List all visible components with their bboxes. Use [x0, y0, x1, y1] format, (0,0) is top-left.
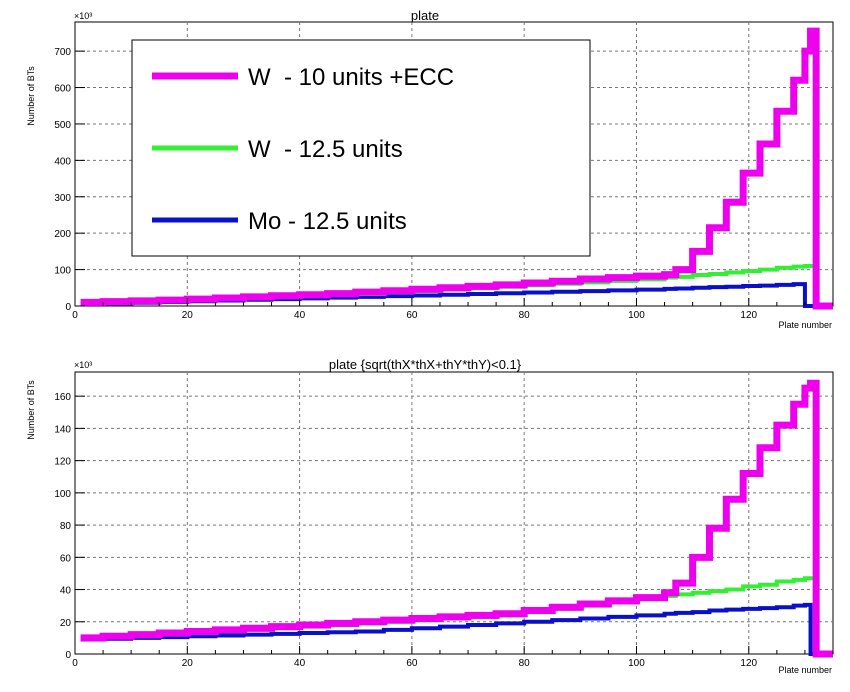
x-tick-label: 100: [628, 310, 645, 321]
y-tick-label: 160: [54, 392, 71, 403]
y-tick-label: 140: [54, 424, 71, 435]
x-tick-label: 120: [740, 310, 757, 321]
x-tick-label: 80: [519, 310, 531, 321]
x-tick-label: 0: [72, 658, 78, 669]
x-tick-label: 20: [182, 658, 194, 669]
legend-label-w-12-5: W - 12.5 units: [248, 136, 403, 163]
series-group-top: [80, 27, 833, 310]
y-exponent-bottom: ×10³: [74, 360, 92, 370]
x-tick-label: 40: [294, 658, 306, 669]
plot-area-bottom: [74, 371, 834, 655]
chart-panel-top: 0 20 40 60 80 100 120 0 100 200 300 400 500 600 700 pl…: [26, 8, 834, 330]
y-tick-label: 100: [54, 266, 71, 277]
ticks-top: 0 20 40 60 80 100 120 0 100 200 300 400 500 600 700: [54, 47, 834, 321]
ticks-bottom: 0 20 40 60 80 100 120 0 20 40 60 80 100 120 140 160: [54, 392, 834, 669]
y-tick-label: 200: [54, 229, 71, 240]
x-tick-label: 80: [519, 658, 531, 669]
y-tick-label: 0: [65, 302, 71, 313]
chart-title-bottom: plate {sqrt(thX*thX+thY*thY)<0.1}: [329, 357, 522, 372]
x-tick-label: 0: [72, 310, 78, 321]
x-axis-label-top: Plate number: [778, 320, 832, 330]
y-axis-label-bottom: Number of BTs: [26, 380, 36, 440]
y-tick-label: 100: [54, 489, 71, 500]
series-line-0: [80, 379, 833, 658]
legend-label-mo-12-5: Mo - 12.5 units: [248, 208, 407, 235]
series-group-bottom: [80, 379, 833, 658]
x-tick-label: 20: [182, 310, 194, 321]
chart-title-top: plate: [411, 8, 439, 23]
x-tick-label: 120: [740, 658, 757, 669]
y-tick-label: 20: [60, 618, 72, 629]
y-tick-label: 600: [54, 84, 71, 95]
series-line-2: [80, 602, 833, 656]
y-tick-label: 300: [54, 193, 71, 204]
x-tick-label: 100: [628, 658, 645, 669]
x-tick-label: 60: [406, 658, 418, 669]
y-tick-label: 40: [60, 586, 72, 597]
y-tick-label: 700: [54, 47, 71, 58]
y-axis-label-top: Number of BTs: [26, 66, 36, 126]
y-tick-label: 60: [60, 553, 72, 564]
x-axis-label-bottom: Plate number: [778, 665, 832, 675]
y-tick-label: 120: [54, 457, 71, 468]
y-exponent-top: ×10³: [74, 11, 92, 21]
legend-label-w-10-ecc: W - 10 units +ECC: [248, 64, 454, 91]
legend: W - 10 units +ECC W - 12.5 units Mo - 12…: [131, 39, 591, 257]
y-tick-label: 500: [54, 120, 71, 131]
series-line-0: [80, 27, 833, 310]
y-tick-label: 0: [65, 650, 71, 661]
x-tick-label: 60: [406, 310, 418, 321]
y-tick-label: 400: [54, 156, 71, 167]
x-tick-label: 40: [294, 310, 306, 321]
y-tick-label: 80: [60, 521, 72, 532]
chart-panel-bottom: 0 20 40 60 80 100 120 0 20 40 60 80 100 120 140 160 pla…: [26, 357, 834, 675]
